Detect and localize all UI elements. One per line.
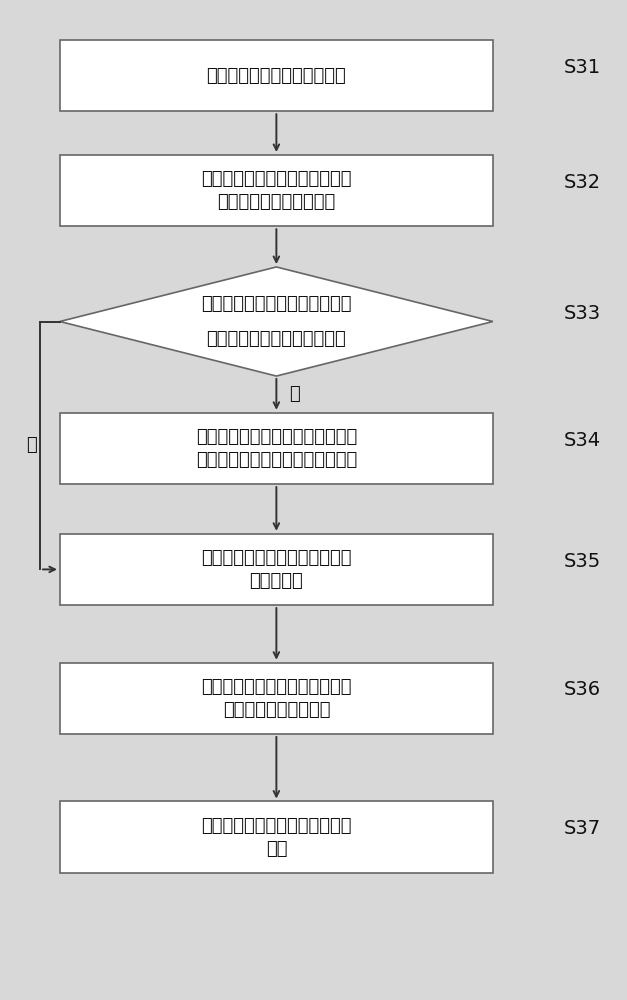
Text: S34: S34 xyxy=(564,431,601,450)
FancyBboxPatch shape xyxy=(60,40,493,111)
Text: 否: 否 xyxy=(26,436,37,454)
Text: S35: S35 xyxy=(564,552,601,571)
Text: S37: S37 xyxy=(564,819,601,838)
Text: 据进行压缩: 据进行压缩 xyxy=(250,572,303,590)
Text: 获取录波数据的周期采样点数: 获取录波数据的周期采样点数 xyxy=(206,67,346,85)
FancyBboxPatch shape xyxy=(60,413,493,484)
Text: 分预设数据位数范围的数据？: 分预设数据位数范围的数据？ xyxy=(206,330,346,348)
Polygon shape xyxy=(60,267,493,376)
Text: 差分数据中是否存在超出周波差: 差分数据中是否存在超出周波差 xyxy=(201,295,352,313)
Text: 对超出周波差分预设数据位数范围: 对超出周波差分预设数据位数范围 xyxy=(196,428,357,446)
FancyBboxPatch shape xyxy=(60,534,493,605)
Text: S33: S33 xyxy=(564,304,601,323)
FancyBboxPatch shape xyxy=(60,663,493,734)
Text: S31: S31 xyxy=(564,58,601,77)
Text: S36: S36 xyxy=(564,680,601,699)
Text: 是: 是 xyxy=(290,385,300,403)
Text: 的数据进行相邻点间二阶差分计算: 的数据进行相邻点间二阶差分计算 xyxy=(196,451,357,469)
Text: 数据进行周波间差分计算: 数据进行周波间差分计算 xyxy=(217,193,335,211)
Text: 对周波间相同采样位置的采样点: 对周波间相同采样位置的采样点 xyxy=(201,170,352,188)
Text: 对应的解压缩方式解压: 对应的解压缩方式解压 xyxy=(223,701,330,719)
Text: 对压缩前的数据进行差分反变换: 对压缩前的数据进行差分反变换 xyxy=(201,817,352,835)
FancyBboxPatch shape xyxy=(60,155,493,226)
FancyBboxPatch shape xyxy=(60,801,493,873)
Text: 对压缩数据进行与无损压缩方式: 对压缩数据进行与无损压缩方式 xyxy=(201,678,352,696)
Text: 计算: 计算 xyxy=(266,840,287,858)
Text: S32: S32 xyxy=(564,173,601,192)
Text: 基于无损压缩方式对所得到的数: 基于无损压缩方式对所得到的数 xyxy=(201,549,352,567)
